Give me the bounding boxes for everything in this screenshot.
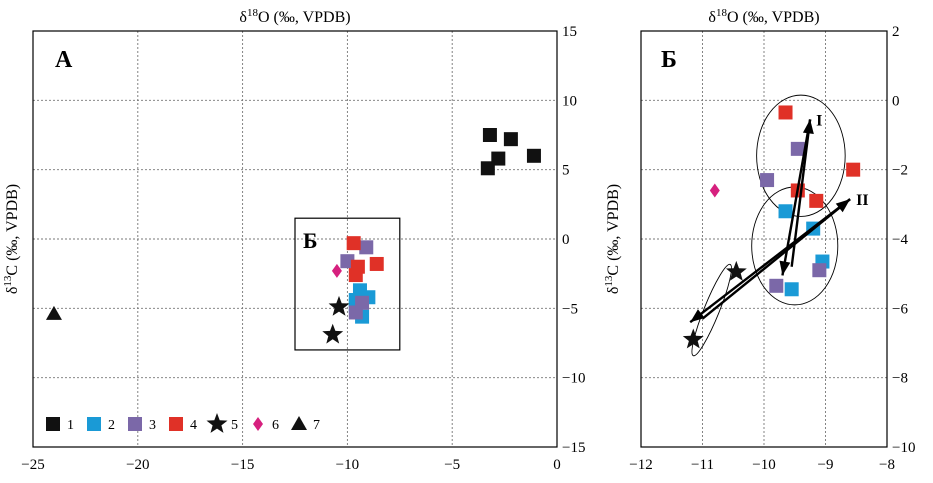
inset-box [294, 217, 401, 351]
legend-label: 2 [108, 418, 115, 433]
legend-label: 6 [272, 418, 279, 433]
point-series-3 [359, 240, 374, 255]
point-series-3 [812, 263, 827, 278]
y-axis-title-sup: 13 [2, 275, 14, 287]
y-tick-label: 10 [562, 93, 577, 109]
point-series-7 [45, 305, 62, 320]
point-series-5 [682, 328, 704, 349]
y-tick-label: 15 [562, 24, 577, 40]
legend-marker [128, 417, 142, 431]
x-tick-label: −15 [231, 457, 254, 473]
point-series-3 [355, 295, 370, 310]
x-axis-title-delta: δ [708, 9, 716, 26]
y-tick-label: −6 [892, 301, 908, 317]
point-series-6 [331, 263, 342, 278]
x-tick-label: −8 [879, 457, 895, 473]
legend-marker [253, 417, 263, 431]
x-tick-label: −5 [444, 457, 460, 473]
point-series-4 [346, 236, 361, 251]
x-axis-title-rest: O (‰, VPDB) [258, 9, 351, 26]
y-tick-label: −4 [892, 232, 908, 248]
cluster-ellipse [691, 263, 732, 357]
legend-marker [46, 417, 60, 431]
y-axis-title-rest: C (‰, VPDB) [4, 184, 21, 276]
legend-marker [169, 417, 183, 431]
arrow-label: I [816, 112, 822, 129]
y-tick-label: −15 [562, 440, 585, 456]
point-series-5 [322, 323, 344, 344]
point-series-4 [846, 162, 861, 177]
x-tick-label: −10 [752, 457, 775, 473]
plot-frame [32, 30, 558, 448]
y-axis-title-rest: C (‰, VPDB) [605, 184, 622, 276]
point-series-1 [526, 148, 541, 163]
y-axis-title-delta: δ [4, 287, 21, 295]
x-tick-label: −11 [691, 457, 714, 473]
x-tick-label: −9 [818, 457, 834, 473]
plot-frame [640, 30, 888, 448]
point-series-1 [480, 161, 495, 176]
x-tick-label: −20 [126, 457, 149, 473]
y-tick-label: −8 [892, 371, 908, 387]
point-series-2 [778, 204, 793, 219]
x-tick-label: −25 [21, 457, 44, 473]
point-series-3 [790, 141, 805, 156]
x-axis-title: δ18O (‰, VPDB) [239, 7, 350, 26]
point-series-2 [784, 282, 799, 297]
arrow-head [779, 260, 791, 276]
y-tick-label: −10 [892, 440, 915, 456]
legend-label: 4 [190, 418, 197, 433]
legend-label: 3 [149, 418, 156, 433]
point-series-4 [369, 256, 384, 271]
point-series-6 [709, 183, 720, 198]
y-axis-title-delta: δ [605, 287, 622, 295]
legend-marker [291, 416, 307, 430]
x-tick-label: −12 [629, 457, 652, 473]
panel-label: А [55, 47, 73, 73]
point-series-1 [503, 132, 518, 147]
y-tick-label: 2 [892, 24, 900, 40]
y-tick-label: 0 [562, 232, 570, 248]
y-tick-label: 5 [562, 163, 570, 179]
y-tick-label: −2 [892, 163, 908, 179]
legend-label: 5 [231, 418, 238, 433]
x-axis-title: δ18O (‰, VPDB) [708, 7, 819, 26]
y-axis-title: δ13C (‰, VPDB) [603, 184, 622, 294]
inset-box-label: Б [303, 228, 318, 253]
legend-marker [87, 417, 101, 431]
y-tick-label: −5 [562, 301, 578, 317]
point-series-3 [760, 173, 775, 188]
x-axis-title-delta: δ [239, 9, 247, 26]
arrow-label: II [856, 192, 868, 209]
point-series-4 [809, 193, 824, 208]
panel-label: Б [661, 47, 677, 73]
point-series-5 [725, 260, 747, 281]
arrow-head [690, 309, 705, 323]
y-tick-label: 0 [892, 93, 900, 109]
x-axis-title-sup: 18 [247, 7, 259, 19]
y-axis-title: δ13C (‰, VPDB) [2, 184, 21, 294]
point-series-4 [348, 268, 363, 283]
legend-label: 7 [313, 418, 320, 433]
point-series-5 [328, 295, 350, 316]
x-axis-title-rest: O (‰, VPDB) [727, 9, 820, 26]
x-tick-label: 0 [553, 457, 561, 473]
x-tick-label: −10 [336, 457, 359, 473]
point-series-4 [778, 105, 793, 120]
x-axis-title-sup: 18 [716, 7, 728, 19]
y-tick-label: −10 [562, 371, 585, 387]
cluster-ellipse [756, 94, 846, 217]
trend-arrow [689, 198, 851, 324]
legend-marker [206, 413, 228, 433]
y-axis-title-sup: 13 [603, 275, 615, 287]
point-series-1 [482, 128, 497, 142]
legend-label: 1 [67, 418, 74, 433]
point-series-3 [769, 278, 784, 293]
